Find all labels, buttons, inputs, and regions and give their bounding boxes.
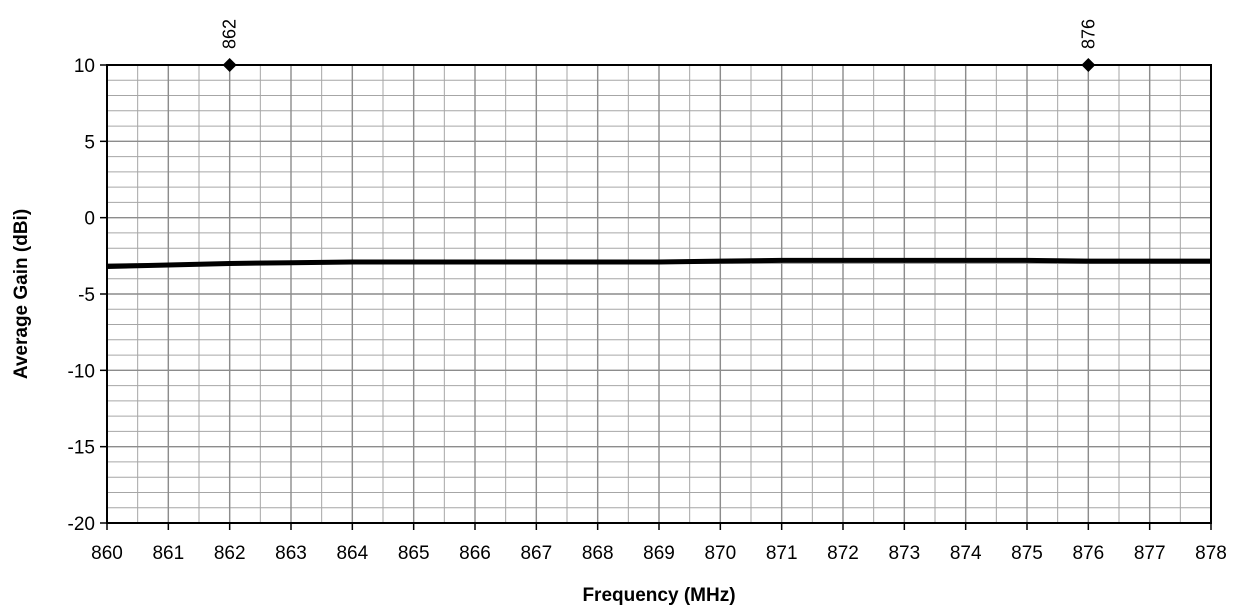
series-line	[106, 257, 1211, 270]
y-tick-label: -20	[68, 514, 95, 535]
axes	[100, 64, 1212, 530]
marker-diamond	[1081, 58, 1096, 72]
y-tick-label: 10	[74, 56, 95, 77]
y-tick-label: 5	[84, 132, 95, 153]
y-axis-title: Average Gain (dBi)	[11, 209, 32, 379]
markers: 862 876	[220, 19, 1098, 72]
x-tick-label: 870	[704, 543, 736, 564]
x-tick-label: 869	[643, 543, 675, 564]
x-axis-title: Frequency (MHz)	[582, 585, 735, 606]
y-tick-label: 0	[84, 209, 95, 230]
marker-label: 862	[220, 19, 240, 49]
x-tick-label: 860	[91, 543, 123, 564]
x-tick-label: 872	[827, 543, 859, 564]
x-tick-label: 874	[950, 543, 982, 564]
x-tick-label: 873	[888, 543, 920, 564]
grid	[106, 64, 1212, 524]
x-tick-label: 867	[520, 543, 552, 564]
x-tick-label: 865	[398, 543, 430, 564]
x-tick-label: 876	[1072, 543, 1104, 564]
y-tick-label: -5	[78, 285, 95, 306]
x-tick-label: 877	[1134, 543, 1166, 564]
x-tick-label: 868	[582, 543, 614, 564]
x-tick-label: 866	[459, 543, 491, 564]
marker-diamond	[222, 58, 237, 72]
x-tick-label: 878	[1195, 543, 1227, 564]
marker-label: 876	[1078, 19, 1098, 49]
x-tick-label: 871	[766, 543, 798, 564]
x-tick-label: 861	[152, 543, 184, 564]
x-tick-label: 863	[275, 543, 307, 564]
y-tick-label: -10	[68, 361, 95, 382]
x-tick-label: 864	[336, 543, 368, 564]
x-tick-label: 862	[214, 543, 246, 564]
series	[106, 257, 1211, 270]
x-tick-label: 875	[1011, 543, 1043, 564]
tick-labels: 10 5 0 -5 -10 -15 -20 860 861 862 863 864 865 866 867 8…	[68, 56, 1227, 564]
y-tick-label: -15	[68, 438, 95, 459]
